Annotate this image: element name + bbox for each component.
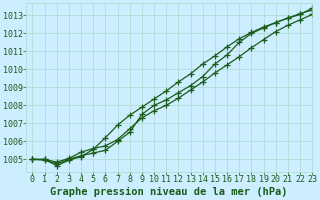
X-axis label: Graphe pression niveau de la mer (hPa): Graphe pression niveau de la mer (hPa) [51,187,288,197]
